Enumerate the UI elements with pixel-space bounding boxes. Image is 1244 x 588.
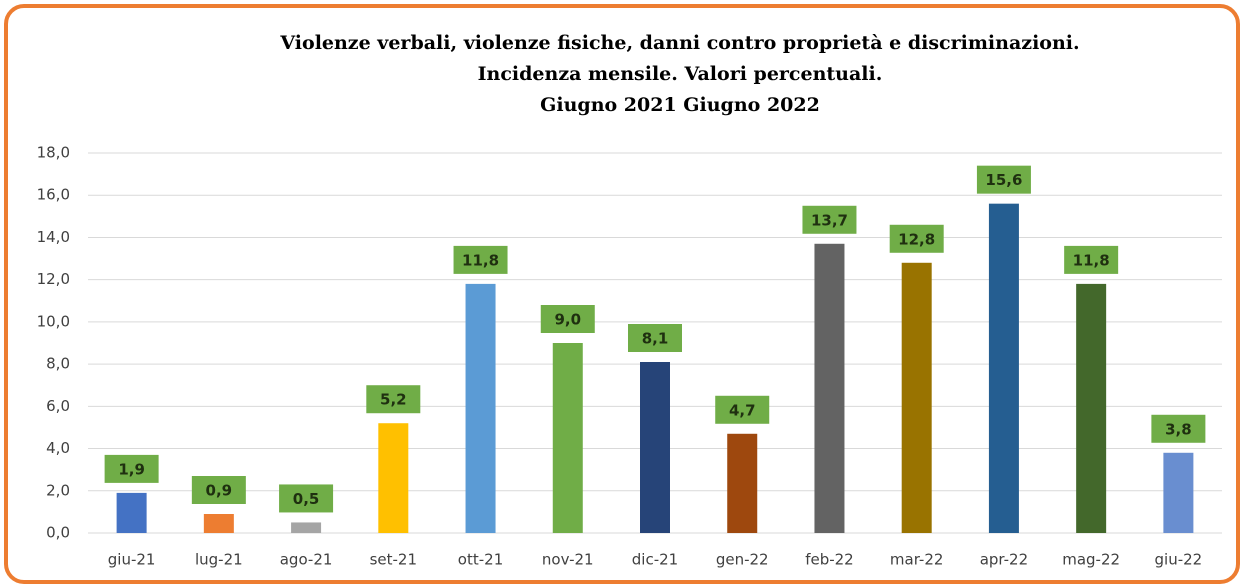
x-tick-label: mar-22 — [890, 551, 944, 569]
value-label: 4,7 — [729, 401, 756, 419]
bar — [203, 514, 234, 533]
x-tick-label: dic-21 — [632, 551, 678, 569]
value-label: 11,8 — [1073, 251, 1110, 269]
value-label: 8,1 — [642, 330, 669, 348]
bar — [1163, 452, 1194, 533]
bar — [552, 343, 583, 533]
value-label: 5,2 — [380, 391, 407, 409]
value-label-box — [628, 324, 682, 352]
value-label: 15,6 — [985, 171, 1022, 189]
bar — [988, 203, 1019, 533]
x-tick-label: feb-22 — [805, 551, 854, 569]
value-label: 9,0 — [554, 311, 581, 329]
x-tick-label: set-21 — [370, 551, 417, 569]
value-label-box — [540, 305, 595, 333]
chart-title: Giugno 2021 Giugno 2022 — [540, 94, 820, 116]
value-label-box — [1064, 245, 1119, 274]
value-label: 0,5 — [293, 490, 320, 508]
chart-title: Incidenza mensile. Valori percentuali. — [478, 63, 883, 85]
chart-border — [4, 4, 1240, 584]
bar — [116, 492, 147, 533]
value-label-box — [191, 476, 246, 504]
bar — [1076, 283, 1107, 533]
bar — [640, 362, 670, 533]
value-label: 0,9 — [206, 482, 233, 500]
x-tick-label: giu-22 — [1155, 551, 1203, 569]
value-label-box — [1151, 414, 1206, 443]
y-tick-label: 16,0 — [37, 186, 70, 204]
bar — [378, 423, 409, 533]
bar — [291, 522, 322, 533]
value-label: 3,8 — [1165, 420, 1192, 438]
value-label: 13,7 — [811, 211, 848, 229]
x-tick-label: ago-21 — [280, 551, 333, 569]
y-tick-label: 18,0 — [37, 144, 70, 162]
value-label: 1,9 — [118, 460, 145, 478]
value-label-box — [802, 205, 857, 234]
y-tick-label: 0,0 — [46, 524, 70, 542]
value-label: 11,8 — [462, 251, 499, 269]
y-tick-label: 10,0 — [37, 312, 70, 330]
x-tick-label: giu-21 — [108, 551, 156, 569]
y-tick-label: 8,0 — [46, 355, 70, 373]
x-tick-label: mag-22 — [1062, 551, 1120, 569]
y-tick-label: 4,0 — [46, 439, 70, 457]
value-label-box — [366, 385, 421, 414]
bar — [814, 243, 845, 533]
value-label-box — [104, 454, 159, 483]
x-tick-label: nov-21 — [542, 551, 594, 569]
value-label-box — [453, 245, 508, 274]
value-label-box — [715, 395, 770, 424]
value-label-box — [976, 165, 1031, 194]
bar — [727, 433, 758, 533]
y-tick-label: 12,0 — [37, 270, 70, 288]
bar — [901, 262, 932, 533]
y-tick-label: 2,0 — [46, 481, 70, 499]
x-tick-label: ott-21 — [458, 551, 503, 569]
bar — [465, 283, 496, 533]
value-label-box — [279, 484, 334, 513]
x-tick-label: gen-22 — [716, 551, 769, 569]
value-label: 12,8 — [898, 230, 935, 248]
y-tick-label: 6,0 — [46, 397, 70, 415]
chart-title: Violenze verbali, violenze fisiche, dann… — [279, 32, 1079, 54]
y-tick-label: 14,0 — [37, 228, 70, 246]
value-label-box — [889, 224, 944, 253]
x-tick-label: lug-21 — [195, 551, 243, 569]
x-tick-label: apr-22 — [980, 551, 1028, 569]
